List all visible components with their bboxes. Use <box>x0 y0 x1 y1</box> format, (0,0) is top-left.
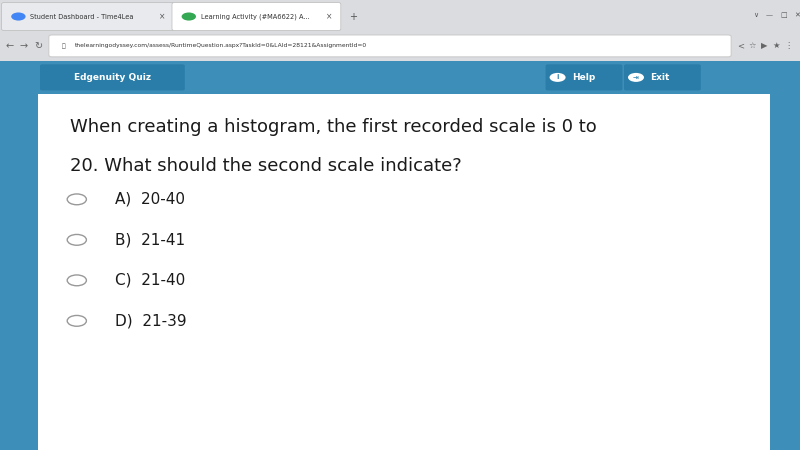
Text: 20. What should the second scale indicate?: 20. What should the second scale indicat… <box>70 157 462 175</box>
FancyBboxPatch shape <box>0 31 800 61</box>
FancyBboxPatch shape <box>0 0 800 31</box>
FancyBboxPatch shape <box>770 61 800 450</box>
FancyBboxPatch shape <box>38 61 770 94</box>
Circle shape <box>67 275 86 286</box>
Text: □: □ <box>780 12 786 18</box>
Text: ⇥: ⇥ <box>633 74 639 81</box>
Text: i: i <box>556 74 559 81</box>
Text: ×: × <box>159 12 166 21</box>
Circle shape <box>182 13 196 21</box>
Text: C)  21-40: C) 21-40 <box>115 273 186 288</box>
Text: —: — <box>766 12 773 18</box>
Text: Help: Help <box>572 73 595 82</box>
Circle shape <box>550 73 566 82</box>
Text: Exit: Exit <box>650 73 670 82</box>
Text: B)  21-41: B) 21-41 <box>115 232 186 248</box>
Circle shape <box>11 13 26 21</box>
Text: Student Dashboard - Time4Lea: Student Dashboard - Time4Lea <box>30 14 134 19</box>
Text: ×: × <box>326 12 332 21</box>
Text: ▶: ▶ <box>761 41 767 50</box>
Text: ⋮: ⋮ <box>784 41 792 50</box>
Circle shape <box>67 194 86 205</box>
Circle shape <box>67 234 86 245</box>
FancyBboxPatch shape <box>40 64 185 90</box>
Text: ★: ★ <box>772 41 780 50</box>
Text: →: → <box>20 41 28 51</box>
Text: When creating a histogram, the first recorded scale is 0 to: When creating a histogram, the first rec… <box>70 118 597 136</box>
Text: ✕: ✕ <box>794 12 800 18</box>
Text: +: + <box>349 12 357 22</box>
Circle shape <box>67 315 86 326</box>
Text: thelearningodyssey.com/assess/RuntimeQuestion.aspx?TaskId=0&LAId=28121&Assignmen: thelearningodyssey.com/assess/RuntimeQue… <box>74 43 366 49</box>
Text: <: < <box>738 41 744 50</box>
Text: ←: ← <box>6 41 14 51</box>
FancyBboxPatch shape <box>2 3 174 31</box>
FancyBboxPatch shape <box>624 64 701 90</box>
FancyBboxPatch shape <box>0 61 38 450</box>
Text: D)  21-39: D) 21-39 <box>115 313 187 328</box>
Text: ↻: ↻ <box>34 41 42 51</box>
FancyBboxPatch shape <box>38 94 770 450</box>
FancyBboxPatch shape <box>546 64 622 90</box>
Text: Edgenuity Quiz: Edgenuity Quiz <box>74 73 151 82</box>
Text: ☆: ☆ <box>748 41 756 50</box>
Text: ∨: ∨ <box>754 12 758 18</box>
Circle shape <box>628 73 644 82</box>
Text: A)  20-40: A) 20-40 <box>115 192 186 207</box>
FancyBboxPatch shape <box>49 35 731 57</box>
FancyBboxPatch shape <box>172 3 341 31</box>
Text: 🔒: 🔒 <box>62 43 66 49</box>
Text: Learning Activity (#MA6622) A...: Learning Activity (#MA6622) A... <box>201 13 310 20</box>
